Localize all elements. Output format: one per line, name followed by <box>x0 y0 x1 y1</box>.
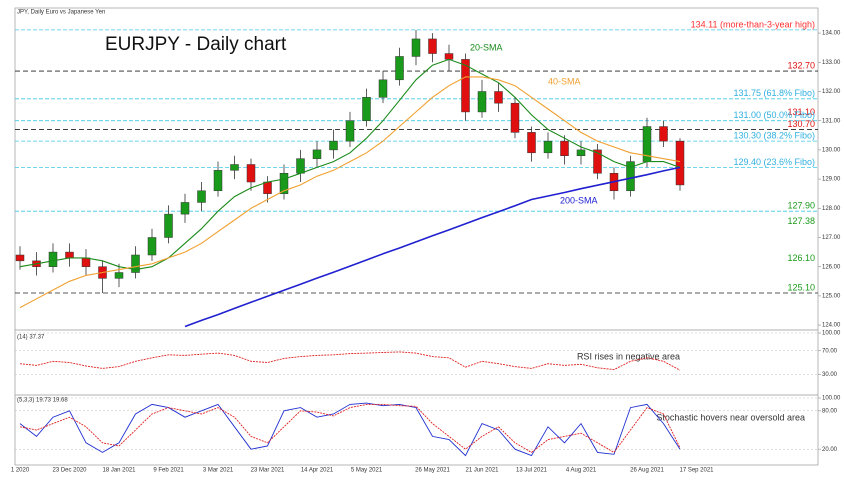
level-label: 127.38 <box>787 216 815 226</box>
y-tick-label: 80.00 <box>822 408 838 414</box>
candle-body <box>527 132 536 154</box>
stoch-title: (5,3,3) 19.73 19.68 <box>17 398 68 404</box>
y-tick-label: 134.00 <box>822 31 841 37</box>
series-label: 200-SMA <box>560 195 598 205</box>
level-label: 126.10 <box>787 253 815 263</box>
candle-body <box>246 164 256 183</box>
x-tick-label: 23 Dec 2020 <box>52 468 87 474</box>
series-line <box>19 402 681 457</box>
candle-body <box>494 91 503 104</box>
candle-body <box>329 140 338 151</box>
candle-body <box>659 126 668 142</box>
x-tick-label: 4 Aug 2021 <box>566 468 597 474</box>
level-label: 132.70 <box>787 60 815 70</box>
y-tick-label: 70.00 <box>822 348 838 354</box>
candle-body <box>81 257 91 267</box>
x-tick-label: 5 May 2021 <box>351 468 383 474</box>
level-label: 125.10 <box>787 282 815 292</box>
y-tick-label: 124.00 <box>822 323 841 329</box>
y-tick-label: 126.00 <box>822 264 841 270</box>
stoch-annotation: Stochastic hovers near oversold area <box>656 412 805 422</box>
y-tick-label: 133.00 <box>822 60 841 66</box>
candle-body <box>279 173 289 194</box>
level-label: 130.70 <box>787 119 815 129</box>
chart-title: EURJPY - Daily chart <box>105 34 287 55</box>
x-tick-label: 26 May 2021 <box>415 468 450 474</box>
series-line <box>19 58 681 271</box>
y-tick-label: 127.00 <box>822 235 841 241</box>
series-line <box>19 403 681 453</box>
candle-body <box>48 251 58 267</box>
x-tick-label: 17 Sep 2021 <box>679 468 714 474</box>
candle-body <box>197 190 206 203</box>
candle-body <box>444 53 454 60</box>
candle-body <box>510 102 520 133</box>
candle-body <box>296 158 305 174</box>
level-label: 127.90 <box>787 201 815 211</box>
candle-body <box>626 161 635 192</box>
rsi-title: (14) 37.37 <box>17 335 45 341</box>
series-line <box>19 351 681 371</box>
candle-body <box>345 120 355 142</box>
x-tick-label: 14 Apr 2021 <box>301 468 334 474</box>
y-tick-label: 20.00 <box>822 447 838 453</box>
x-tick-label: 1 2020 <box>11 468 30 474</box>
candle-body <box>477 91 487 113</box>
y-tick-label: 128.00 <box>822 206 841 212</box>
candle-body <box>312 149 322 159</box>
series-label: 40-SMA <box>548 76 581 86</box>
y-tick-label: 132.00 <box>822 89 841 95</box>
frame <box>14 7 819 466</box>
level-label: 134.11 (more-than-3-year high) <box>691 19 815 29</box>
y-tick-label: 100.00 <box>822 331 841 337</box>
candle-body <box>180 202 190 215</box>
candle-body <box>428 38 437 54</box>
candle-body <box>362 97 371 121</box>
candle-body <box>593 149 602 174</box>
series-line <box>184 166 681 328</box>
level-label: 129.40 (23.6% Fibo) <box>733 157 815 167</box>
candle-body <box>378 79 388 98</box>
y-tick-label: 30.00 <box>822 372 838 378</box>
y-tick-label: 129.00 <box>822 177 841 183</box>
x-tick-label: 3 Mar 2021 <box>203 468 234 474</box>
x-tick-label: 9 Feb 2021 <box>153 468 184 474</box>
candle-body <box>411 38 421 57</box>
candle-body <box>461 59 470 113</box>
level-label: 130.30 (38.2% Fibo) <box>733 131 815 141</box>
candle-body <box>230 164 239 171</box>
candle-body <box>576 149 586 156</box>
x-tick-label: 18 Jan 2021 <box>102 468 136 474</box>
candle-body <box>131 254 140 273</box>
candle-body <box>213 170 223 192</box>
candle-body <box>543 140 553 154</box>
candle-body <box>15 254 25 262</box>
rsi-annotation: RSI rises in negative area <box>577 351 680 361</box>
x-tick-label: 13 Jul 2021 <box>516 468 548 474</box>
series-line <box>19 76 681 309</box>
candle-body <box>263 181 272 194</box>
candle-body <box>164 213 173 238</box>
candle-body <box>675 140 685 186</box>
x-tick-label: 23 Mar 2021 <box>251 468 285 474</box>
x-tick-label: 21 Jun 2021 <box>465 468 499 474</box>
level-label: 131.10 <box>787 107 815 117</box>
x-tick-label: 26 Aug 2021 <box>630 468 664 474</box>
level-label: 131.00 (50.0% Fibo) <box>733 110 815 120</box>
chart-subtitle: JPY, Daily Euro vs Japanese Yen <box>17 10 105 16</box>
level-label: 131.75 (61.8% Fibo) <box>733 88 815 98</box>
candle-body <box>147 237 157 256</box>
series-label: 20-SMA <box>470 42 503 52</box>
candle-body <box>114 272 124 279</box>
candle-body <box>560 140 569 156</box>
y-tick-label: 100.00 <box>822 396 841 402</box>
y-tick-label: 130.00 <box>822 147 841 153</box>
y-tick-label: 131.00 <box>822 118 841 124</box>
candle-body <box>65 251 74 259</box>
candle-body <box>395 56 404 81</box>
y-tick-label: 125.00 <box>822 293 841 299</box>
